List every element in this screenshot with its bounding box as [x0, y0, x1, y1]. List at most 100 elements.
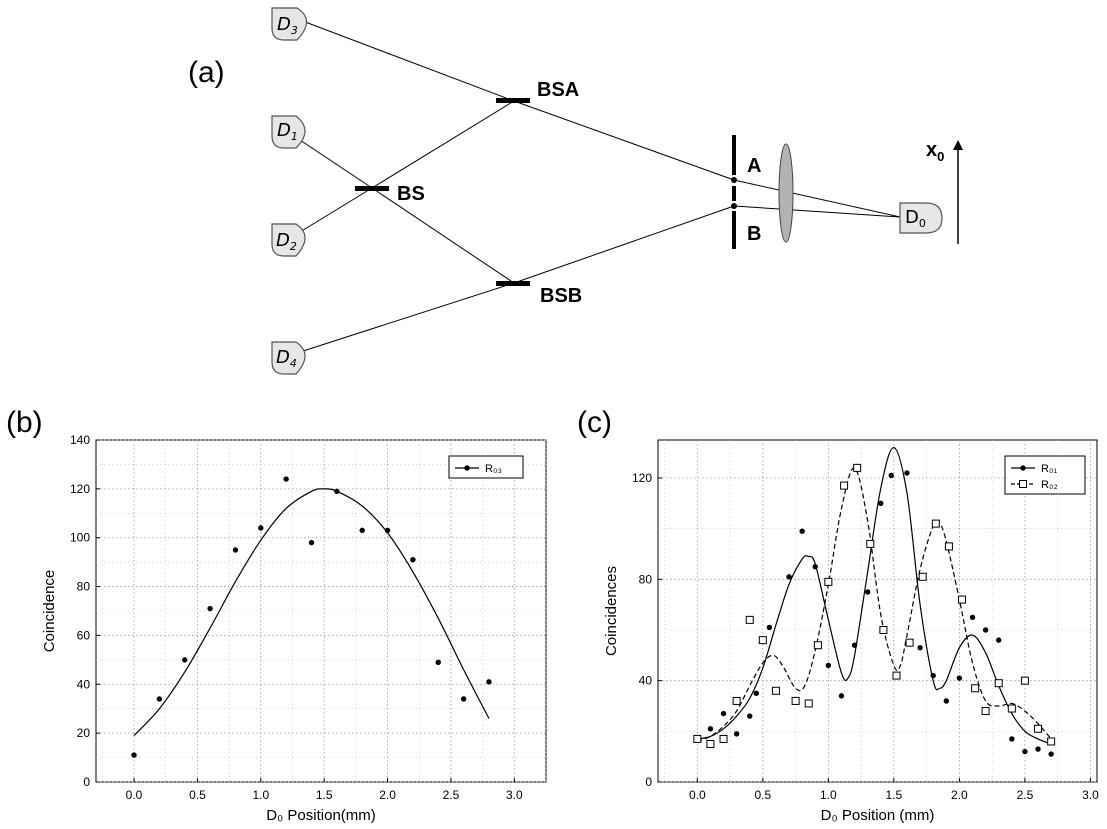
data-point-circle: [943, 698, 949, 704]
data-point-circle: [435, 659, 441, 665]
data-point-square: [931, 519, 940, 528]
data-point-circle: [930, 672, 936, 679]
x-tick-label: 2.0: [379, 788, 396, 802]
data-point-square: [693, 734, 702, 743]
data-point-circle: [707, 726, 714, 732]
data-point-circle: [982, 627, 989, 633]
svg-text:D0: D0: [905, 207, 926, 230]
detector-d2-main: D: [276, 230, 290, 251]
data-point-circle: [258, 525, 264, 531]
data-point-circle: [996, 637, 1002, 643]
y-tick-label: 140: [70, 433, 90, 447]
legend-label: R₀₂: [1041, 479, 1058, 491]
svg-text:D1: D1: [277, 120, 298, 143]
svg-text:x0: x0: [926, 139, 944, 164]
y-tick-label: 100: [70, 531, 90, 545]
x-tick-label: 2.5: [1017, 788, 1034, 802]
detector-d1: D1: [271, 115, 306, 149]
data-point-circle: [308, 539, 315, 546]
data-point-square: [892, 671, 901, 680]
x-tick-label: 3.0: [506, 788, 523, 802]
data-point-square: [804, 699, 813, 708]
data-point-square: [918, 572, 927, 581]
legend-box: [1004, 455, 1086, 495]
label-bsa: BSA: [537, 79, 579, 101]
fit-curve-0: [133, 488, 490, 737]
svg-text:D4: D4: [276, 347, 297, 370]
beam-d4-bsb: [299, 282, 515, 353]
data-point-square: [866, 539, 875, 548]
data-point-circle: [1022, 748, 1028, 755]
data-point-square: [853, 463, 862, 472]
y-tick-label: 80: [639, 572, 653, 586]
data-point-circle: [1009, 736, 1015, 742]
x-tick-label: 1.0: [252, 788, 269, 802]
data-point-circle: [747, 713, 753, 719]
chart-c: 0.0 0.5 1.0 1.5 2.0 2.5 3.0 0 40 80 120 D₀ Position…: [603, 439, 1099, 824]
data-point-circle: [283, 476, 289, 482]
legend-box: [448, 455, 524, 479]
beam-slit-a-d0: [733, 179, 901, 218]
detector-d1-main: D: [277, 120, 291, 141]
data-point-square: [958, 595, 967, 604]
label-bs: BS: [397, 183, 425, 205]
data-point-circle: [878, 500, 884, 507]
data-point-square: [706, 740, 715, 748]
panel-a-label: (a): [188, 56, 225, 89]
beam-bsb-slit-b: [513, 205, 735, 284]
detector-d4: D4: [271, 341, 306, 375]
beam-bsa-slit-a: [513, 100, 735, 181]
detector-d3-sub: 3: [291, 24, 298, 37]
panel-b-label: (b): [6, 406, 43, 439]
data-point-circle: [733, 731, 740, 737]
beam-slit-b-d0: [733, 205, 901, 218]
x-tick-label: 0.0: [126, 788, 143, 802]
data-point-circle: [131, 752, 137, 758]
x-tick-label: 2.0: [951, 788, 968, 802]
y-tick-label: 0: [83, 775, 90, 789]
x0-label-sub: 0: [937, 149, 944, 164]
x-tick-label: 2.5: [443, 788, 460, 802]
y-tick-label: 40: [77, 677, 91, 691]
data-point-square: [1034, 724, 1043, 733]
data-point-circle: [904, 470, 910, 476]
x-tick-label: 0.0: [689, 788, 706, 802]
data-point-square: [944, 542, 953, 551]
data-point-square: [971, 684, 980, 693]
panel-a: (a) BSA BS BSB A B: [188, 7, 963, 375]
data-point-circle: [207, 605, 213, 612]
x-tick-label: 1.0: [820, 788, 837, 802]
slit-b-point: [731, 203, 737, 209]
x-tick-label: 0.5: [189, 788, 206, 802]
detector-d2: D2: [271, 223, 306, 257]
data-point-circle: [1048, 751, 1054, 757]
detector-d3: D3: [271, 7, 308, 41]
data-point-circle: [766, 624, 773, 631]
data-point-square: [879, 626, 888, 634]
label-slit-a: A: [747, 155, 761, 177]
legend-marker: [1019, 480, 1027, 488]
detector-d0-sub: 0: [919, 217, 926, 230]
double-slit: [731, 135, 737, 249]
data-point-square: [1020, 676, 1029, 685]
x-axis-title: D₀ Position(mm): [266, 807, 376, 824]
data-point-circle: [182, 657, 188, 663]
detector-d1-sub: 1: [291, 130, 298, 143]
detector-d0: D0: [899, 202, 943, 234]
lens: [778, 143, 794, 243]
y-tick-label: 120: [70, 482, 90, 496]
detector-d4-sub: 4: [290, 357, 297, 370]
data-point-square: [813, 641, 822, 650]
beam-d1-bs: [299, 139, 373, 189]
svg-text:D3: D3: [277, 14, 298, 37]
y-tick-label: 0: [645, 775, 652, 789]
data-point-circle: [825, 662, 832, 669]
data-point-square: [1007, 704, 1016, 713]
data-point-circle: [720, 710, 727, 717]
y-tick-label: 60: [77, 628, 91, 642]
beam-d2-bs: [299, 187, 373, 233]
data-point-square: [791, 696, 800, 705]
x-tick-label: 1.5: [886, 788, 903, 802]
data-point-circle: [1035, 746, 1041, 752]
data-point-circle: [334, 488, 340, 494]
